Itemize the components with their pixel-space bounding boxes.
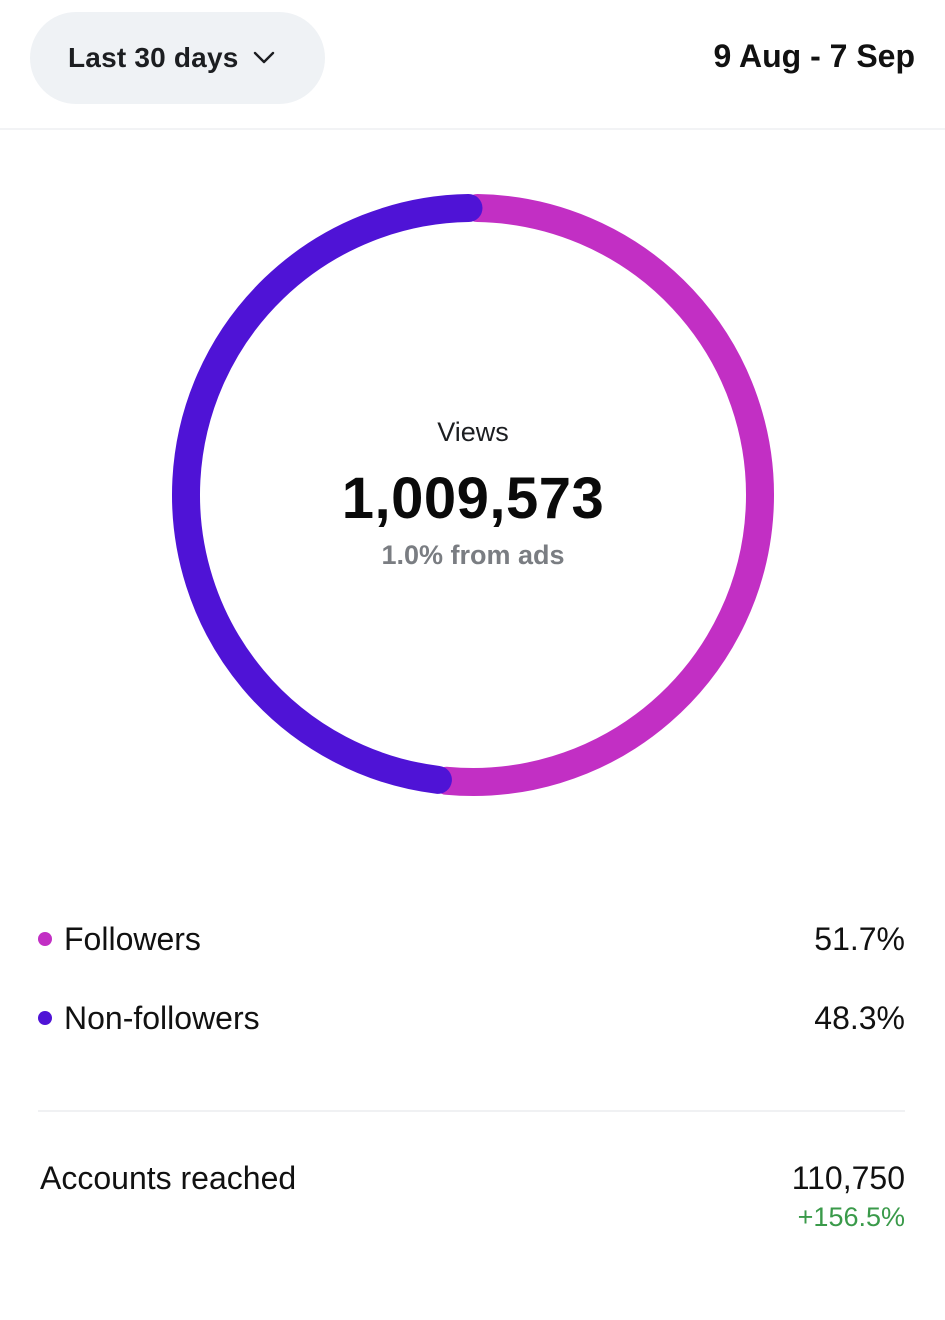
legend-value-non-followers: 48.3% xyxy=(814,999,905,1036)
accounts-reached-change: +156.5% xyxy=(797,1202,905,1232)
views-donut-chart: Views 1,009,573 1.0% from ads xyxy=(155,177,791,813)
legend-value-followers: 51.7% xyxy=(814,920,905,957)
chevron-down-icon xyxy=(253,51,275,65)
top-bar: Last 30 days 9 Aug - 7 Sep xyxy=(0,0,945,130)
legend-label-non-followers: Non-followers xyxy=(64,999,260,1036)
views-label: Views xyxy=(437,417,509,447)
donut-segment-non-followers xyxy=(172,194,483,794)
date-range-dropdown[interactable]: Last 30 days xyxy=(30,12,325,104)
views-total: 1,009,573 xyxy=(341,466,605,531)
legend-row-followers: Followers 51.7% xyxy=(38,914,905,964)
date-range-text: 9 Aug - 7 Sep xyxy=(713,38,915,74)
non-followers-dot xyxy=(38,1011,52,1025)
donut-center: Views 1,009,573 1.0% from ads xyxy=(155,177,791,813)
followers-dot xyxy=(38,932,52,946)
date-range-dropdown-label: Last 30 days xyxy=(68,42,239,73)
divider xyxy=(38,1110,905,1112)
donut-svg xyxy=(172,194,774,796)
accounts-reached-value: 110,750 xyxy=(791,1160,905,1196)
legend-label-followers: Followers xyxy=(64,920,201,957)
views-ads-share: 1.0% from ads xyxy=(381,540,565,570)
donut-segment-followers xyxy=(432,194,774,796)
accounts-reached-label: Accounts reached xyxy=(40,1160,297,1196)
legend-row-non-followers: Non-followers 48.3% xyxy=(38,993,905,1043)
